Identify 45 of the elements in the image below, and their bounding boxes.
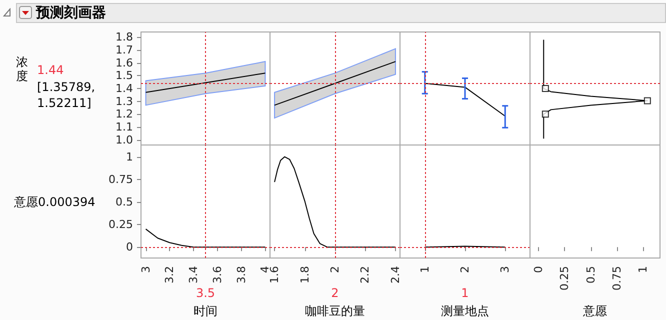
y-tick-label: 1.3 [116, 94, 133, 108]
x-tick-label: 3.4 [187, 266, 200, 284]
x-axis-title: 意愿 [583, 303, 607, 320]
y-tick-label: 1.6 [116, 56, 133, 70]
x-tick-label: 3.2 [163, 266, 176, 284]
x-tick-label: 1 [636, 266, 650, 273]
line-series [145, 228, 266, 248]
x-tick-label: 2.4 [388, 266, 402, 284]
text: [1.35789, 1.52211] [37, 79, 96, 111]
x-tick-label: 2 [458, 266, 472, 273]
text: 1 [461, 286, 469, 300]
y-tick-label: 1.4 [116, 82, 133, 95]
x-tick-label: 3.6 [210, 266, 224, 284]
text: 1.44 [37, 63, 64, 77]
y-tick-label: 1.7 [116, 43, 133, 56]
x-tick-label: 1.6 [268, 266, 282, 284]
y-tick-label: 0 [126, 240, 133, 254]
y-tick-label: 0.25 [108, 218, 133, 232]
y-tick-label: 1.1 [116, 120, 133, 134]
y-tick-label: 1.5 [116, 69, 133, 82]
y-tick-label: 1 [126, 150, 133, 164]
x-tick-label: 3 [139, 266, 152, 273]
x-tick-label: 3 [498, 266, 512, 273]
text: 2 [331, 286, 339, 300]
text: 3.5 [196, 286, 216, 300]
y-axis-title: 意愿0.000394 [14, 194, 96, 210]
y-tick-label: 0.5 [116, 195, 133, 208]
y-axis-title: 浓度 [16, 54, 29, 82]
x-axis-title: 咖啡豆的量 [305, 303, 365, 320]
x-tick-label: 2.2 [358, 266, 372, 284]
y-tick-label: 1.2 [116, 108, 133, 121]
x-tick-label: 0.25 [558, 266, 572, 290]
x-tick-label: 2 [328, 266, 342, 273]
x-tick-label: 0.5 [584, 266, 598, 284]
x-tick-label: 1.8 [298, 266, 312, 284]
x-axis-title: 测量地点 [441, 303, 489, 320]
y-tick-label: 1.0 [116, 133, 133, 146]
x-tick-label: 1 [418, 266, 432, 273]
x-axis-title: 时间 [194, 303, 218, 320]
x-tick-label: 3.8 [234, 266, 248, 284]
chart-title: 预测刻画器 [36, 4, 106, 23]
x-tick-label: 0 [532, 266, 545, 273]
y-tick-label: 1.8 [116, 30, 133, 44]
y-tick-label: 0.75 [108, 172, 133, 186]
x-tick-label: 0.75 [610, 266, 624, 290]
